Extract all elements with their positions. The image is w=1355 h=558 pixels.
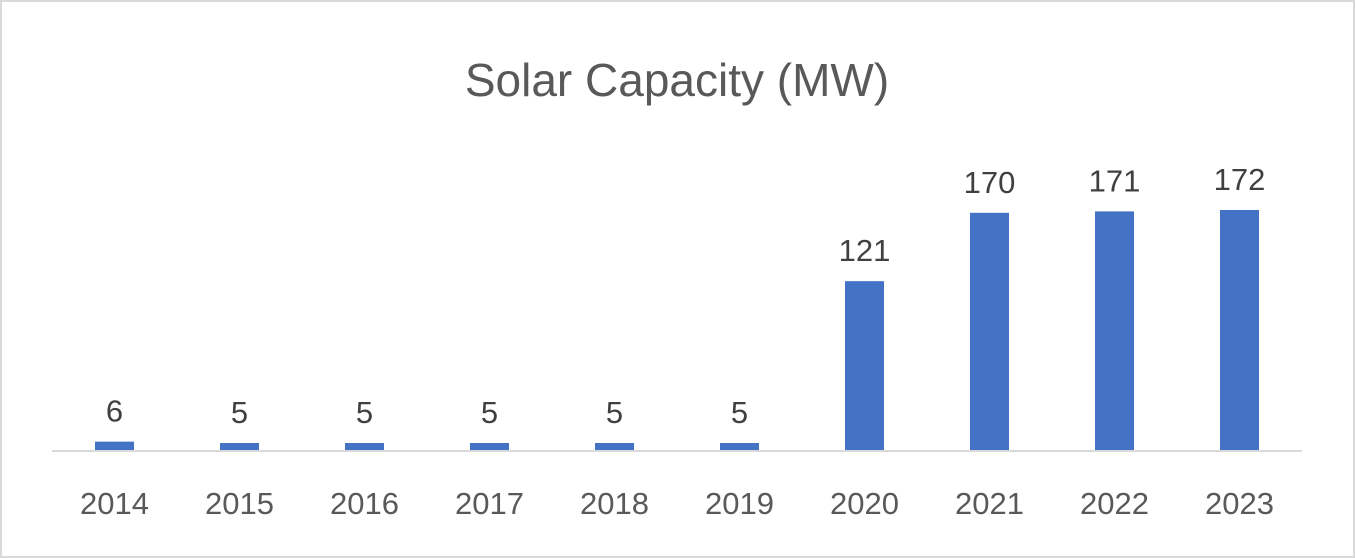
bar-2020 [845, 281, 884, 450]
data-labels-group: 6 5 5 5 5 5 121 170 171 172 [106, 162, 1265, 430]
bar-2017 [470, 443, 509, 450]
data-label-2023: 172 [1214, 162, 1266, 197]
bar-2021 [970, 212, 1009, 450]
bar-2023 [1220, 210, 1259, 450]
bar-2016 [345, 443, 384, 450]
data-label-2018: 5 [606, 395, 623, 430]
x-tick-label-2021: 2021 [955, 486, 1024, 521]
bar-2018 [595, 443, 634, 450]
data-label-2017: 5 [481, 395, 498, 430]
data-label-2014: 6 [106, 394, 123, 429]
x-tick-label-2020: 2020 [830, 486, 899, 521]
bar-2022 [1095, 211, 1134, 450]
bar-2015 [220, 443, 259, 450]
x-tick-label-2022: 2022 [1080, 486, 1149, 521]
x-tick-label-2015: 2015 [205, 486, 274, 521]
x-tick-label-2018: 2018 [580, 486, 649, 521]
bar-2014 [95, 441, 134, 450]
data-label-2021: 170 [964, 165, 1016, 200]
data-label-2019: 5 [731, 395, 748, 430]
x-tick-label-2017: 2017 [455, 486, 524, 521]
data-label-2016: 5 [356, 395, 373, 430]
x-tick-label-2016: 2016 [330, 486, 399, 521]
x-tick-label-2023: 2023 [1205, 486, 1274, 521]
x-tick-label-2014: 2014 [80, 486, 149, 521]
bars-group [95, 210, 1259, 450]
x-tick-label-2019: 2019 [705, 486, 774, 521]
data-label-2020: 121 [839, 233, 891, 268]
data-label-2015: 5 [231, 395, 248, 430]
bar-2019 [720, 443, 759, 450]
x-tick-labels-group: 2014 2015 2016 2017 2018 2019 2020 2021 2022 2023 [80, 486, 1274, 521]
data-label-2022: 171 [1089, 163, 1141, 198]
chart-title: Solar Capacity (MW) [465, 54, 889, 106]
